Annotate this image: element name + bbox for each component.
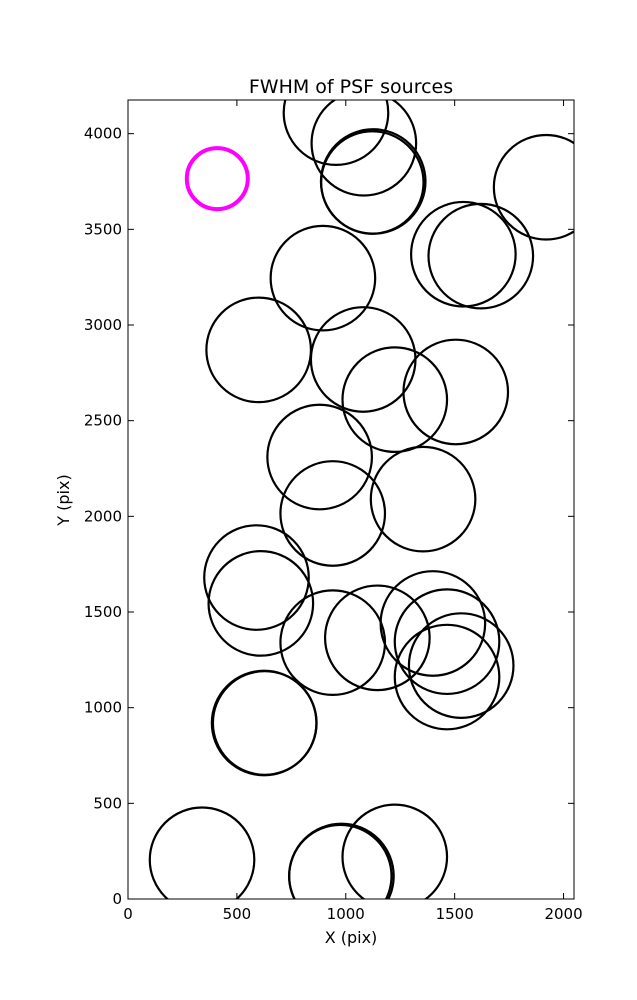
psf-source-circle <box>148 806 256 899</box>
y-tick-label: 0 <box>112 890 122 908</box>
psf-source-circle <box>282 100 390 166</box>
y-tick-label: 1000 <box>84 699 122 717</box>
psf-source-circle <box>323 584 431 692</box>
psf-source-circle <box>310 100 418 197</box>
y-axis-label: Y (pix) <box>54 474 73 526</box>
x-axis-ticks: 0 500 1000 1500 2000 <box>123 100 583 923</box>
y-tick-label: 2000 <box>84 507 122 525</box>
y-axis-ticks: 0 500 1000 1500 2000 2500 3000 3500 4000 <box>84 125 574 908</box>
x-tick-label: 1500 <box>436 905 474 923</box>
x-axis-label: X (pix) <box>325 928 378 947</box>
highlight-source-circle <box>184 146 250 212</box>
psf-source-circle <box>341 803 449 899</box>
psf-source-circle <box>320 130 425 235</box>
psf-source-circle <box>402 338 510 446</box>
psf-source-circle <box>203 524 310 631</box>
psf-source-circle <box>369 445 477 553</box>
x-tick-label: 500 <box>223 905 252 923</box>
psf-source-circle <box>211 670 318 776</box>
psf-source-circle <box>269 224 377 332</box>
psf-source-circle <box>279 460 387 567</box>
psf-source-circle <box>309 306 417 413</box>
psf-source-circle <box>379 570 487 677</box>
psf-source-circle <box>266 403 374 511</box>
psf-source-circle <box>407 612 515 719</box>
x-tick-label: 0 <box>123 905 133 923</box>
psf-source-circle <box>288 823 393 899</box>
data-marks <box>148 100 574 899</box>
y-tick-label: 4000 <box>84 125 122 143</box>
psf-source-circle <box>207 550 315 657</box>
y-tick-label: 3500 <box>84 220 122 238</box>
y-tick-label: 3000 <box>84 316 122 334</box>
psf-source-circle <box>205 296 313 404</box>
psf-source-circle <box>492 133 574 241</box>
chart-title: FWHM of PSF sources <box>249 76 453 98</box>
psf-source-circle <box>393 623 501 731</box>
psf-source-circle <box>341 346 449 454</box>
y-tick-label: 1500 <box>84 603 122 621</box>
x-tick-label: 2000 <box>544 905 582 923</box>
psf-source-circle <box>410 200 517 308</box>
y-tick-label: 500 <box>93 794 122 812</box>
plot-frame <box>127 99 575 900</box>
y-tick-label: 2500 <box>84 412 122 430</box>
psf-source-circle <box>427 202 535 310</box>
x-tick-label: 1000 <box>327 905 365 923</box>
psf-source-circle <box>393 588 501 696</box>
